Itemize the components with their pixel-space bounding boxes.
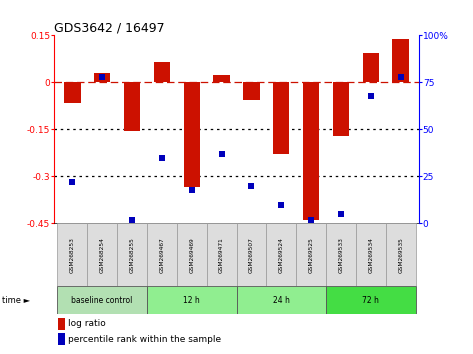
Text: GSM269467: GSM269467 [159, 237, 164, 273]
Text: GSM269534: GSM269534 [368, 237, 373, 273]
Bar [243, 82, 260, 99]
Bar [184, 82, 200, 187]
Bar [236, 223, 266, 286]
Bar [147, 223, 177, 286]
Text: log ratio: log ratio [68, 319, 106, 329]
Bar [326, 286, 416, 314]
Text: GSM268253: GSM268253 [70, 237, 75, 273]
Text: GSM269471: GSM269471 [219, 237, 224, 273]
Point [248, 183, 255, 189]
Text: GSM269524: GSM269524 [279, 237, 284, 273]
Text: GSM268255: GSM268255 [130, 237, 134, 273]
Bar [64, 82, 80, 103]
Point [69, 179, 76, 185]
Bar [58, 333, 65, 345]
Bar [393, 39, 409, 82]
Bar [87, 223, 117, 286]
Point [397, 74, 404, 80]
Point [188, 187, 195, 192]
Bar [57, 286, 147, 314]
Bar [94, 73, 110, 82]
Point [158, 155, 166, 160]
Point [98, 74, 106, 80]
Bar [236, 286, 326, 314]
Bar [386, 223, 416, 286]
Bar [213, 75, 230, 82]
Bar [147, 286, 236, 314]
Text: time ►: time ► [2, 296, 30, 305]
Text: GSM269469: GSM269469 [189, 237, 194, 273]
Point [307, 217, 315, 222]
Bar [273, 82, 289, 154]
Text: GSM269525: GSM269525 [309, 237, 314, 273]
Text: GDS3642 / 16497: GDS3642 / 16497 [54, 21, 165, 34]
Bar [356, 223, 386, 286]
Text: baseline control: baseline control [71, 296, 133, 305]
Text: percentile rank within the sample: percentile rank within the sample [68, 335, 221, 343]
Point [337, 211, 345, 217]
Bar [363, 53, 379, 82]
Text: 24 h: 24 h [273, 296, 290, 305]
Bar [326, 223, 356, 286]
Bar [333, 82, 349, 136]
Text: GSM268254: GSM268254 [100, 237, 105, 273]
Bar [296, 223, 326, 286]
Bar [117, 223, 147, 286]
Bar [266, 223, 296, 286]
Text: 72 h: 72 h [362, 296, 379, 305]
Bar [58, 318, 65, 330]
Bar [207, 223, 236, 286]
Bar [154, 62, 170, 82]
Point [218, 151, 225, 157]
Point [128, 217, 136, 222]
Bar [303, 82, 319, 220]
Point [278, 202, 285, 207]
Text: GSM269533: GSM269533 [339, 237, 343, 273]
Text: 12 h: 12 h [184, 296, 200, 305]
Bar [124, 82, 140, 131]
Text: GSM269507: GSM269507 [249, 237, 254, 273]
Text: GSM269535: GSM269535 [398, 237, 403, 273]
Bar [57, 223, 87, 286]
Bar [177, 223, 207, 286]
Point [367, 93, 375, 98]
